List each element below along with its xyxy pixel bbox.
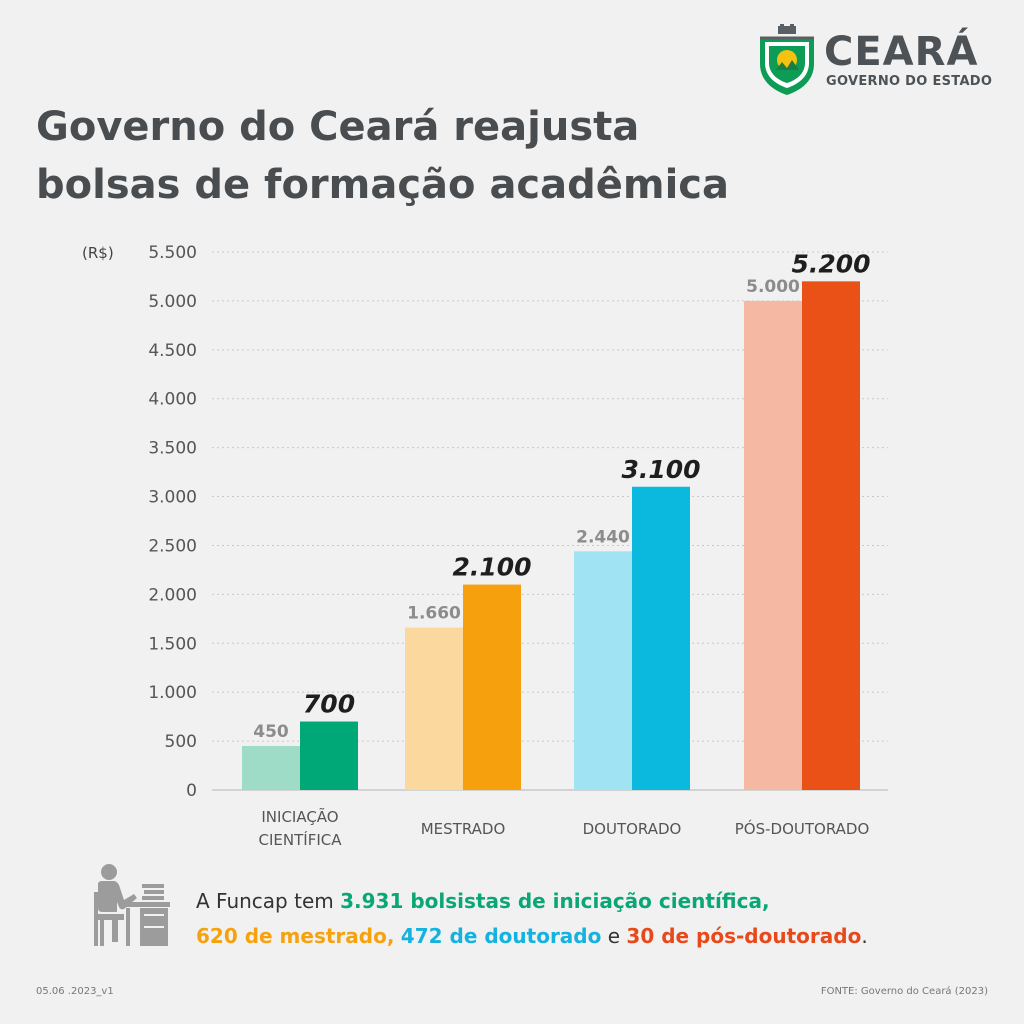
info-intro: A Funcap tem [196,889,341,913]
data-label-new: 700 [303,690,355,719]
bar-new-value [632,486,690,790]
y-tick-label: 2.500 [148,536,197,556]
bar-chart: (R$) 0 500 1.000 1.500 2.000 2.500 3.000 3.500 4… [82,243,888,849]
data-label-previous: 5.000 [746,277,800,297]
y-tick-label: 2.000 [148,585,197,605]
y-tick-label: 4.500 [148,341,197,361]
title-line-1: Governo do Ceará reajusta [36,104,640,150]
data-label-new: 3.100 [621,455,700,484]
x-category-label: MESTRADO [421,820,506,838]
info-doutorado-count: 472 de doutorado [400,924,602,948]
data-label-previous: 1.660 [407,604,461,624]
info-line-1: A Funcap tem 3.931 bolsistas de iniciaçã… [196,884,996,919]
data-label-new: 5.200 [791,249,870,278]
bar-previous-value [744,300,802,790]
bar-new-value [463,584,521,790]
data-label-previous: 2.440 [576,527,630,547]
y-tick-label: 1.000 [148,683,197,703]
logo-subtitle: GOVERNO DO ESTADO [826,74,993,89]
y-tick-label: 1.500 [148,634,197,654]
x-category-label: PÓS-DOUTORADO [735,819,870,838]
data-label-previous: 450 [253,722,289,742]
x-category-label: DOUTORADO [583,820,682,838]
data-label-new: 2.100 [452,553,531,582]
x-category-label: INICIAÇÃO CIENTÍFICA [259,807,343,849]
y-axis-ticks: 0 500 1.000 1.500 2.000 2.500 3.000 3.500 4.000 4… [148,243,197,801]
info-mestrado-count: 620 de mestrado, [196,924,395,948]
page-title: Governo do Ceará reajusta bolsas de form… [36,98,836,214]
bar-new-value [802,281,860,790]
y-tick-label: 3.000 [148,488,197,508]
bar-previous-value [242,745,300,790]
info-period: . [861,924,868,948]
bar-new-value [300,721,358,790]
ceara-coat-of-arms-icon [760,24,814,95]
y-axis-unit-label: (R$) [82,244,114,262]
bar-previous-value [574,551,632,790]
info-line-2: 620 de mestrado, 472 de doutorado e 30 d… [196,919,996,954]
funcap-info-text: A Funcap tem 3.931 bolsistas de iniciaçã… [196,884,996,954]
y-tick-label: 4.000 [148,390,197,410]
info-posdoutorado-count: 30 de pós-doutorado [626,924,862,948]
bar-previous-value [405,627,463,790]
person-at-desk-icon [94,864,170,946]
info-conjunction: e [601,924,627,948]
ceara-logo: CEARÁ GOVERNO DO ESTADO [756,24,996,96]
source-label: FONTE: Governo do Ceará (2023) [820,986,988,997]
logo-name: CEARÁ [824,29,979,75]
y-tick-label: 500 [165,732,197,752]
bars [242,281,860,790]
x-axis-labels: INICIAÇÃO CIENTÍFICA MESTRADO DOUTORADO PÓS-… [259,807,870,849]
version-label: 05.06 .2023_v1 [36,986,114,997]
y-tick-label: 3.500 [148,439,197,459]
y-tick-label: 5.000 [148,292,197,312]
info-iniciacao-count: 3.931 bolsistas de iniciação científica, [340,889,770,913]
y-tick-label: 0 [186,781,197,801]
title-line-2: bolsas de formação acadêmica [36,162,729,208]
y-tick-label: 5.500 [148,243,197,263]
